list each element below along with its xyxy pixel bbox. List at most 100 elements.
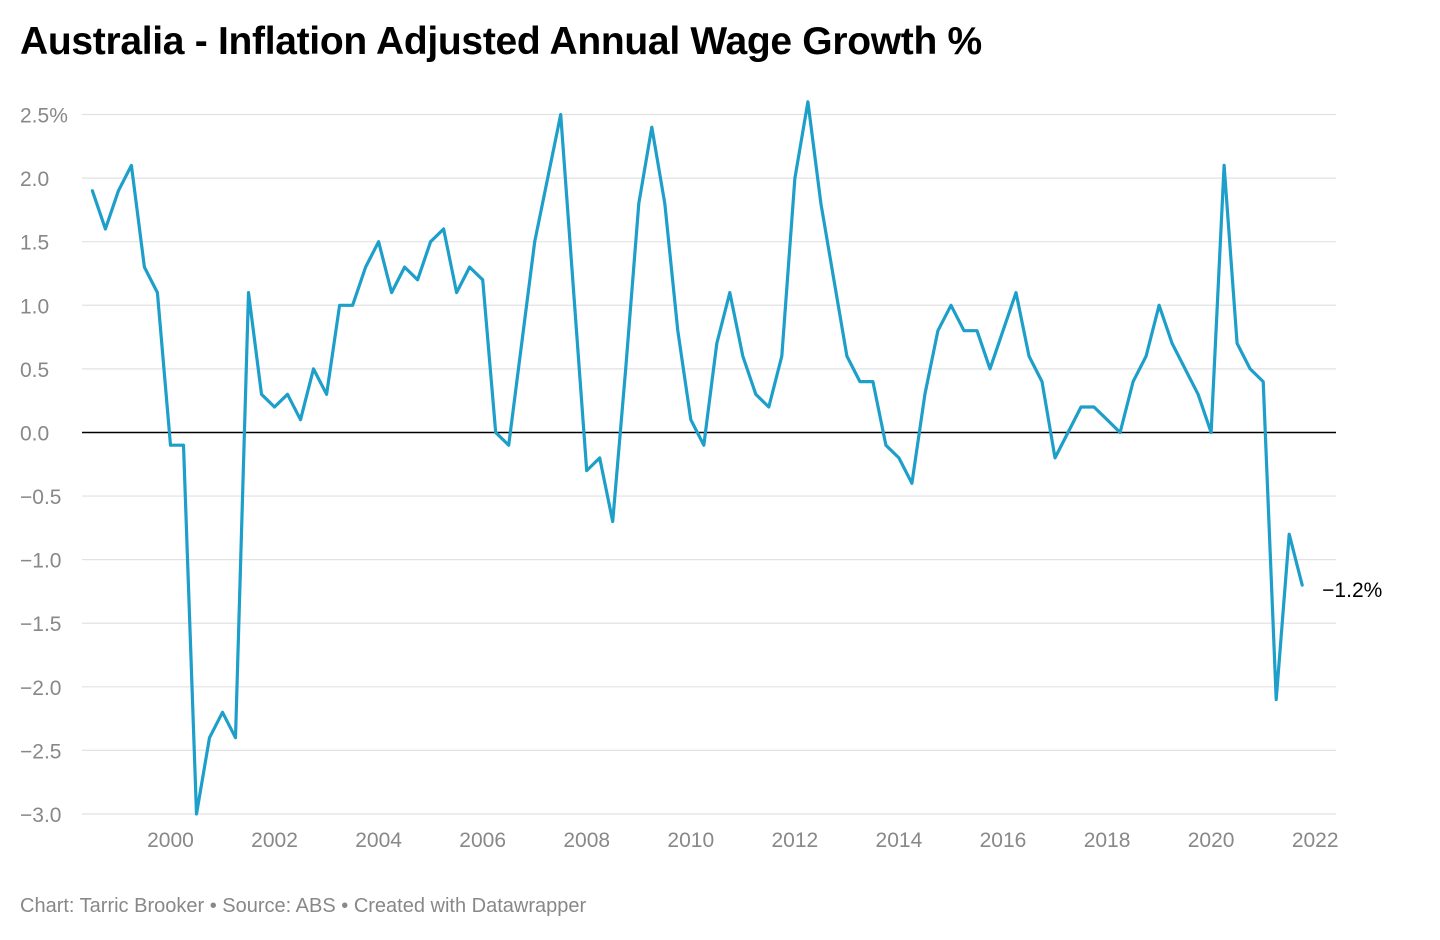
data-point xyxy=(949,304,952,307)
data-point xyxy=(1262,380,1265,383)
data-point xyxy=(793,177,796,180)
data-point xyxy=(260,393,263,396)
footer-credit: Chart: Tarric Brooker xyxy=(20,895,205,917)
x-tick-label: 2014 xyxy=(876,829,923,852)
chart-title: Australia - Inflation Adjusted Annual Wa… xyxy=(20,20,982,63)
data-point xyxy=(988,367,991,370)
data-point xyxy=(780,355,783,358)
x-tick-label: 2004 xyxy=(355,829,402,852)
data-point xyxy=(1106,418,1109,421)
data-point xyxy=(663,202,666,205)
data-point xyxy=(1275,698,1278,701)
data-point xyxy=(962,329,965,332)
data-point xyxy=(1014,291,1017,294)
data-point xyxy=(910,482,913,485)
data-point xyxy=(897,456,900,459)
data-point xyxy=(611,520,614,523)
data-point xyxy=(585,469,588,472)
footer-source: Source: ABS xyxy=(222,895,336,917)
data-point xyxy=(741,355,744,358)
x-axis-ticks: 2000 2002 2004 2006 2008 2010 2012 2014 2016 2018… xyxy=(147,829,1338,852)
y-tick-label: −1.0 xyxy=(20,550,61,573)
data-point xyxy=(1066,431,1069,434)
y-tick-label: 0.0 xyxy=(20,422,49,445)
end-value-label: −1.2% xyxy=(1322,579,1382,602)
data-point xyxy=(689,418,692,421)
y-tick-label: 1.0 xyxy=(20,295,49,318)
data-point xyxy=(403,266,406,269)
data-point xyxy=(1145,355,1148,358)
y-axis-ticks: 2.5% 2.0 1.5 1.0 0.5 0.0 −0.5 −1.0 −1.5 −2.0 −2.5 −… xyxy=(20,105,68,828)
data-point xyxy=(871,380,874,383)
data-point xyxy=(650,126,653,129)
data-point xyxy=(442,227,445,230)
data-point xyxy=(1001,329,1004,332)
y-tick-label: −3.0 xyxy=(20,804,61,827)
data-point xyxy=(130,164,133,167)
data-point xyxy=(104,227,107,230)
data-point xyxy=(559,113,562,116)
data-point xyxy=(1119,431,1122,434)
data-point xyxy=(1092,405,1095,408)
data-point xyxy=(156,291,159,294)
data-point xyxy=(1223,164,1226,167)
data-point xyxy=(806,100,809,103)
data-point xyxy=(1040,380,1043,383)
data-point xyxy=(728,291,731,294)
gridlines xyxy=(82,113,1336,815)
footer-separator: • xyxy=(341,895,349,917)
data-point xyxy=(325,393,328,396)
data-point xyxy=(169,444,172,447)
data-point xyxy=(819,202,822,205)
data-point xyxy=(286,393,289,396)
data-point xyxy=(416,278,419,281)
y-tick-label: 0.5 xyxy=(20,359,49,382)
x-tick-label: 2006 xyxy=(459,829,506,852)
series-layer xyxy=(90,100,1304,816)
y-tick-label: 1.5 xyxy=(20,232,49,255)
data-labels: −1.2% xyxy=(1322,579,1382,602)
data-point xyxy=(1288,533,1291,536)
x-tick-label: 2022 xyxy=(1292,829,1339,852)
data-point xyxy=(1079,405,1082,408)
data-point xyxy=(390,291,393,294)
data-point xyxy=(533,240,536,243)
data-point xyxy=(624,367,627,370)
y-tick-label: −2.5 xyxy=(20,740,61,763)
data-point xyxy=(754,393,757,396)
x-tick-label: 2000 xyxy=(147,829,194,852)
data-point xyxy=(195,812,198,815)
data-point xyxy=(1158,304,1161,307)
x-tick-label: 2016 xyxy=(980,829,1027,852)
y-tick-label: −2.0 xyxy=(20,677,61,700)
data-point xyxy=(299,418,302,421)
x-tick-label: 2008 xyxy=(563,829,610,852)
data-point xyxy=(845,355,848,358)
data-point xyxy=(767,405,770,408)
data-point xyxy=(702,444,705,447)
x-tick-label: 2010 xyxy=(667,829,714,852)
data-point xyxy=(273,405,276,408)
data-point xyxy=(598,456,601,459)
y-tick-label: −1.5 xyxy=(20,613,61,636)
y-tick-label: −0.5 xyxy=(20,486,61,509)
data-point xyxy=(429,240,432,243)
data-point xyxy=(312,367,315,370)
data-point xyxy=(1236,342,1239,345)
data-point xyxy=(221,711,224,714)
data-point xyxy=(1027,355,1030,358)
data-point xyxy=(832,278,835,281)
data-point xyxy=(715,342,718,345)
y-tick-label: 2.5% xyxy=(20,105,68,128)
data-point xyxy=(637,202,640,205)
data-point xyxy=(1249,367,1252,370)
data-point xyxy=(923,393,926,396)
data-point xyxy=(1301,584,1304,587)
data-point xyxy=(455,291,458,294)
data-point xyxy=(468,266,471,269)
data-point xyxy=(1132,380,1135,383)
data-point xyxy=(507,444,510,447)
data-point xyxy=(234,736,237,739)
data-point xyxy=(1184,367,1187,370)
